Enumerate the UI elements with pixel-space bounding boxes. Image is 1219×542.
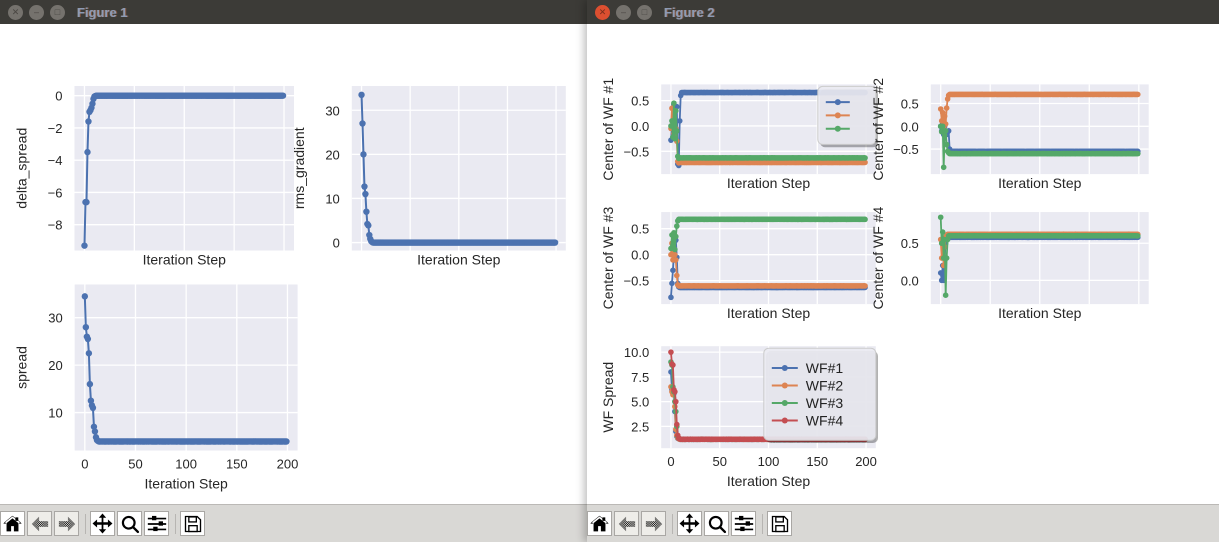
- svg-text:Iteration Step: Iteration Step: [998, 305, 1081, 321]
- svg-text:0.0: 0.0: [631, 248, 649, 263]
- svg-text:delta_spread: delta_spread: [14, 128, 30, 209]
- svg-text:Center of WF #3: Center of WF #3: [600, 207, 616, 310]
- svg-text:2.5: 2.5: [631, 419, 649, 434]
- svg-text:Iteration Step: Iteration Step: [727, 305, 810, 321]
- svg-text:Iteration Step: Iteration Step: [417, 252, 500, 268]
- svg-text:rms_gradient: rms_gradient: [291, 127, 307, 209]
- svg-text:30: 30: [325, 103, 339, 118]
- svg-text:−8: −8: [48, 218, 63, 233]
- svg-text:0.5: 0.5: [901, 236, 919, 251]
- svg-text:0.5: 0.5: [631, 222, 649, 237]
- svg-text:100: 100: [175, 457, 197, 472]
- svg-text:10: 10: [48, 406, 62, 421]
- svg-text:Center of WF #1: Center of WF #1: [600, 78, 616, 181]
- svg-text:0.0: 0.0: [901, 273, 919, 288]
- svg-text:−2: −2: [48, 121, 63, 136]
- svg-text:7.5: 7.5: [631, 370, 649, 385]
- svg-text:Iteration Step: Iteration Step: [727, 175, 810, 191]
- svg-text:0: 0: [55, 89, 62, 104]
- svg-text:100: 100: [758, 454, 780, 469]
- svg-text:WF#4: WF#4: [806, 412, 844, 428]
- svg-text:Iteration Step: Iteration Step: [727, 473, 810, 489]
- svg-text:0: 0: [667, 454, 674, 469]
- svg-text:−4: −4: [48, 153, 63, 168]
- svg-text:−0.5: −0.5: [624, 274, 650, 289]
- svg-text:Iteration Step: Iteration Step: [145, 476, 228, 492]
- svg-text:0.0: 0.0: [631, 119, 649, 134]
- svg-text:5.0: 5.0: [631, 395, 649, 410]
- svg-text:200: 200: [277, 457, 299, 472]
- svg-text:WF Spread: WF Spread: [600, 362, 616, 433]
- svg-text:0.5: 0.5: [901, 97, 919, 112]
- svg-text:150: 150: [226, 457, 248, 472]
- svg-text:−0.5: −0.5: [893, 142, 919, 157]
- svg-text:0: 0: [81, 457, 88, 472]
- svg-text:20: 20: [48, 358, 62, 373]
- svg-text:spread: spread: [14, 346, 30, 389]
- svg-text:WF#1: WF#1: [806, 360, 844, 376]
- svg-text:WF#2: WF#2: [806, 377, 844, 393]
- svg-text:10.0: 10.0: [624, 345, 649, 360]
- svg-text:150: 150: [806, 454, 828, 469]
- svg-text:Iteration Step: Iteration Step: [143, 252, 226, 268]
- svg-text:Center of WF #4: Center of WF #4: [870, 207, 886, 310]
- svg-text:0: 0: [333, 236, 340, 251]
- svg-text:Center of WF #2: Center of WF #2: [870, 78, 886, 181]
- svg-text:20: 20: [325, 147, 339, 162]
- svg-text:50: 50: [712, 454, 726, 469]
- svg-text:−6: −6: [48, 185, 63, 200]
- svg-text:10: 10: [325, 191, 339, 206]
- svg-text:30: 30: [48, 311, 62, 326]
- svg-text:−0.5: −0.5: [624, 144, 650, 159]
- svg-text:Iteration Step: Iteration Step: [998, 175, 1081, 191]
- svg-text:WF#3: WF#3: [806, 395, 844, 411]
- svg-text:0.5: 0.5: [631, 94, 649, 109]
- svg-text:200: 200: [855, 454, 877, 469]
- svg-text:50: 50: [128, 457, 142, 472]
- svg-text:0.0: 0.0: [901, 119, 919, 134]
